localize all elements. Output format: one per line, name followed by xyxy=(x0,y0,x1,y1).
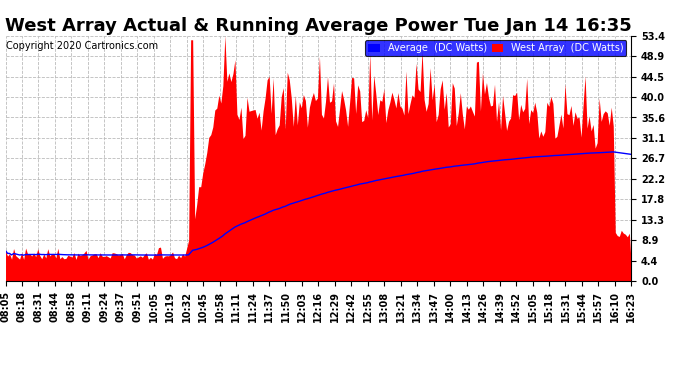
Title: West Array Actual & Running Average Power Tue Jan 14 16:35: West Array Actual & Running Average Powe… xyxy=(5,18,632,36)
Text: Copyright 2020 Cartronics.com: Copyright 2020 Cartronics.com xyxy=(6,40,158,51)
Legend: Average  (DC Watts), West Array  (DC Watts): Average (DC Watts), West Array (DC Watts… xyxy=(365,40,627,56)
